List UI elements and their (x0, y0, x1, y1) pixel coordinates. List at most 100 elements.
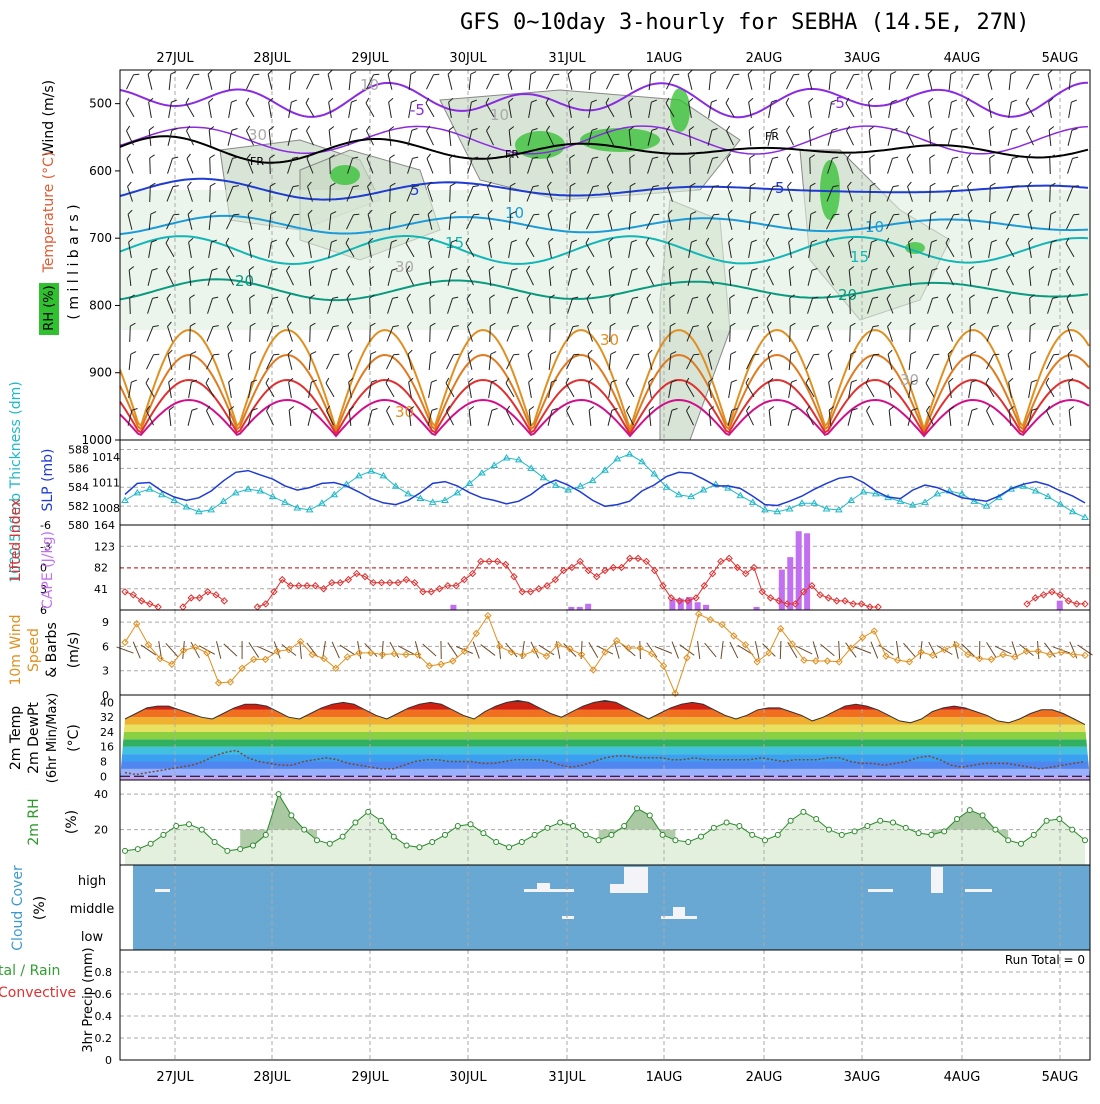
wind-barb-staff (610, 298, 611, 314)
wind-barb-staff (1068, 158, 1073, 173)
date-label-bottom: 1AUG (646, 1070, 683, 1085)
wind-barb-flag (769, 407, 774, 411)
wind-barb-flag (772, 156, 778, 160)
wind-barb (1068, 127, 1077, 147)
wind-barb-flag (988, 98, 993, 102)
wind-barb-staff (450, 186, 451, 202)
wind-barb-flag (750, 155, 755, 158)
wind-barb-staff (926, 383, 934, 397)
isotherm-label: 10 (505, 204, 524, 222)
surface-wind-barb (1044, 643, 1055, 657)
date-label-top: 30JUL (449, 51, 487, 66)
lifted-index-line (1027, 592, 1085, 604)
wind-barb (186, 154, 198, 173)
wind-barb-staff (788, 410, 792, 426)
wind-barb (828, 127, 837, 147)
wind-barb (245, 98, 259, 117)
wind-barb (289, 71, 296, 90)
wind-barb-staff (949, 410, 951, 426)
wind-barb-flag (814, 352, 820, 357)
wind-barb-flag (168, 378, 173, 382)
wind-barb-staff (1068, 354, 1072, 370)
wind-barb-staff (786, 103, 794, 117)
wind-barb-flag (747, 70, 753, 74)
rh-point (571, 824, 576, 829)
wind-barb-staff (787, 159, 793, 174)
rh-point (404, 843, 409, 848)
wind-barb-staff (429, 354, 431, 370)
wind-barb-flag (767, 350, 773, 354)
surface-wind-barb-staff (556, 641, 559, 659)
wind-barb-flag (927, 70, 933, 74)
wind-barb-flag (154, 352, 160, 357)
wind-barb-flag (527, 350, 533, 354)
wind-barb (729, 351, 736, 370)
wind-barb-staff (186, 131, 193, 145)
rh-point (532, 832, 537, 837)
wind-barb (969, 379, 977, 399)
cape-tick-label: 41 (94, 583, 108, 596)
wind-barb (725, 98, 739, 117)
wind-barb-staff (729, 354, 731, 370)
wind-barb-flag (131, 379, 136, 383)
wind-barb (1007, 350, 1016, 370)
wind-barb-staff (168, 130, 172, 146)
wind-barb (186, 72, 199, 91)
surface-wind-barb-staff (903, 643, 915, 657)
wind-barb (846, 72, 859, 91)
temp-tick-label: 24 (100, 726, 114, 739)
thickness-tick-label: 580 (68, 519, 89, 532)
surface-wind-barb-staff (456, 646, 473, 653)
cape-bar (669, 600, 675, 610)
wind-barb-staff (769, 74, 771, 90)
wind-barb-staff (846, 131, 853, 145)
wind-barb-flag (231, 71, 236, 75)
wind-barb (767, 350, 776, 370)
wind-barb-staff (588, 354, 592, 370)
wind-barb-staff (446, 355, 453, 369)
wind-barb-staff (550, 298, 551, 314)
wind-barb-staff (169, 102, 172, 118)
wind-barb-flag (953, 184, 959, 189)
rh-point (916, 831, 921, 836)
rh-point (187, 822, 192, 827)
wind-barb (589, 71, 596, 90)
rh-point (724, 820, 729, 825)
wind-barb-flag (952, 156, 958, 160)
cape-bar (703, 605, 709, 610)
wind-barb-flag (725, 98, 731, 103)
wind-barb-staff (928, 74, 932, 90)
isotherm-label: FR (250, 155, 264, 168)
lifted-index-axis-label: Lifted Index (8, 499, 24, 581)
wind-barb-flag (965, 126, 971, 131)
wind-barb-staff (966, 103, 974, 117)
wind-barb-flag (967, 182, 973, 186)
wind-barb-staff (906, 75, 913, 89)
wind-barb (786, 154, 798, 173)
wind-barb-staff (310, 326, 311, 342)
wind-barb-flag (269, 127, 274, 131)
surface-wind-barb (448, 643, 458, 658)
cloud-cell (562, 916, 574, 919)
surface-wind-barb (755, 641, 759, 659)
cape-bar (804, 533, 810, 610)
wind-barb (965, 126, 978, 145)
wind-barb-staff (250, 326, 251, 342)
wind-barb (450, 155, 456, 174)
wind-barb (888, 156, 899, 176)
surface-wind-barb (995, 646, 1011, 654)
surface-wind-barb-staff (332, 642, 339, 658)
wind-barb (1029, 351, 1036, 370)
wind-barb-flag (854, 72, 860, 77)
wind-barb-staff (426, 75, 433, 89)
wind-speed-line (125, 614, 1085, 693)
wind-barb (529, 71, 536, 90)
rh-point (955, 816, 960, 821)
surface-wind-barb-staff (166, 643, 178, 656)
wind-barb-staff (746, 383, 754, 397)
wind-barb (546, 72, 559, 91)
wind-barb-staff (268, 74, 272, 90)
wind-barb-flag (734, 72, 740, 77)
